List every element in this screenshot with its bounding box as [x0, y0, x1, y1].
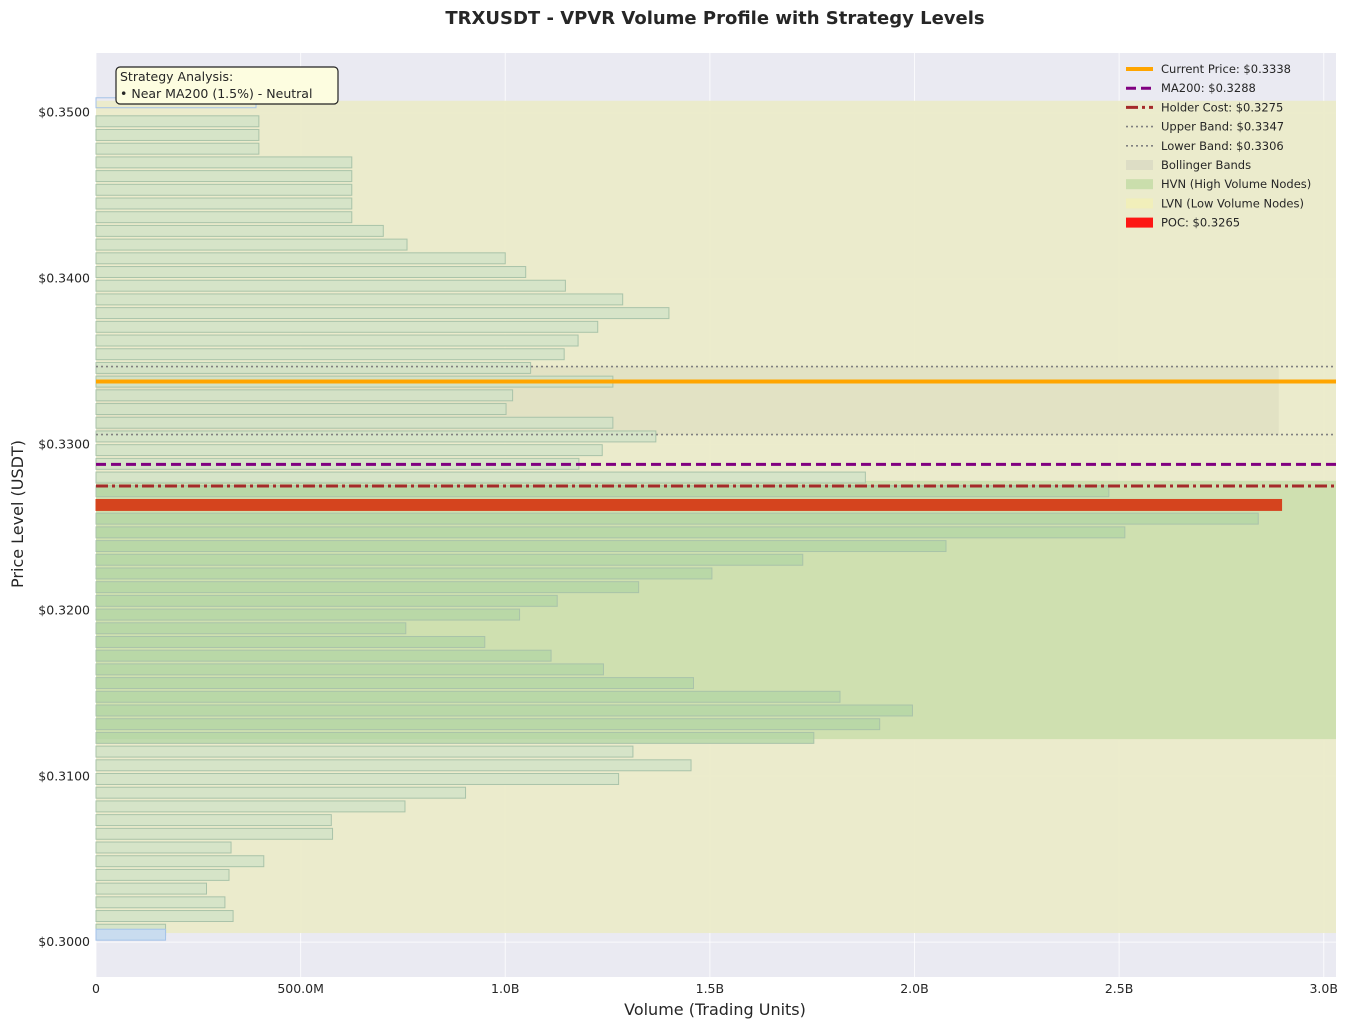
volume-bar: [95, 416, 614, 429]
volume-bar: [95, 581, 640, 594]
legend-swatch: [1126, 160, 1153, 170]
legend-label: MA200: $0.3288: [1161, 81, 1256, 95]
volume-bar: [95, 156, 353, 169]
volume-bar: [95, 567, 713, 580]
y-tick-label: $0.3500: [38, 105, 90, 120]
volume-bar: [95, 759, 692, 772]
volume-bar: [95, 910, 234, 922]
legend-label: Holder Cost: $0.3275: [1161, 100, 1283, 114]
legend-swatch: [1126, 198, 1153, 209]
volume-bar: [95, 827, 334, 840]
volume-bar: [95, 170, 353, 183]
volume-bar: [95, 183, 353, 196]
volume-bar: [95, 731, 815, 744]
poc-bar: [95, 498, 1283, 511]
legend: Current Price: $0.3338 MA200: $0.3288 Hold…: [1126, 62, 1311, 230]
volume-bar: [95, 928, 167, 941]
volume-bar: [95, 882, 207, 895]
volume-bar: [95, 307, 670, 320]
volume-bar: [95, 389, 514, 402]
volume-bar: [95, 430, 657, 443]
volume-bar: [95, 773, 620, 785]
chart-title: TRXUSDT - VPVR Volume Profile with Strat…: [445, 8, 984, 29]
volume-bar: [95, 677, 694, 690]
volume-bar: [95, 663, 604, 676]
volume-bar: [95, 238, 408, 251]
legend-swatch: [1126, 179, 1153, 190]
volume-bar: [95, 718, 881, 731]
annotation-line: • Near MA200 (1.5%) - Neutral: [120, 86, 312, 101]
legend-label: LVN (Low Volume Nodes): [1161, 196, 1304, 210]
strategy-annotation: Strategy Analysis: • Near MA200 (1.5%) - …: [115, 66, 339, 105]
volume-bar: [95, 512, 1259, 525]
volume-bar: [95, 704, 913, 717]
legend-label: Upper Band: $0.3347: [1161, 120, 1284, 134]
volume-bar: [95, 224, 384, 237]
volume-bar: [95, 814, 332, 827]
volume-bar: [95, 266, 527, 278]
x-tick-label: 1.0B: [491, 981, 519, 996]
y-tick-label: $0.3400: [38, 271, 90, 286]
x-tick-label: 2.5B: [1105, 981, 1133, 996]
volume-bar: [95, 444, 603, 457]
volume-bar: [95, 896, 226, 909]
volume-bar: [95, 800, 406, 813]
volume-bar: [95, 403, 507, 416]
y-tick-label: $0.3300: [38, 436, 90, 451]
axes: 0 500.0M 1.0B 1.5B 2.0B 2.5B 3.0B $0.3000 $0.310…: [38, 105, 1338, 996]
legend-label: Lower Band: $0.3306: [1161, 139, 1284, 153]
annotation-box: [115, 66, 339, 105]
volume-bar: [95, 649, 552, 662]
legend-label: Current Price: $0.3338: [1161, 62, 1291, 76]
legend-label: POC: $0.3265: [1161, 216, 1240, 230]
x-tick-label: 1.5B: [696, 981, 724, 996]
y-tick-label: $0.3000: [38, 934, 90, 949]
y-axis-label: Price Level (USDT): [8, 440, 27, 588]
legend-swatch: [1126, 217, 1153, 228]
legend-label: HVN (High Volume Nodes): [1161, 177, 1311, 191]
level-lines: [96, 365, 1336, 488]
x-tick-label: 0: [92, 981, 100, 996]
volume-bar: [95, 540, 947, 553]
x-tick-label: 3.0B: [1309, 981, 1337, 996]
x-axis-label: Volume (Trading Units): [624, 1000, 806, 1019]
y-tick-label: $0.3100: [38, 768, 90, 783]
volume-bar: [95, 690, 841, 703]
volume-bar: [95, 841, 232, 854]
volume-bar: [95, 348, 565, 361]
volume-bar: [95, 115, 260, 128]
volume-bar: [95, 553, 804, 566]
y-tick-label: $0.3200: [38, 602, 90, 617]
volume-bar: [95, 471, 866, 484]
x-tick-label: 2.0B: [900, 981, 928, 996]
volume-bar: [95, 855, 265, 868]
volume-bar: [95, 745, 634, 758]
volume-bar: [95, 197, 353, 210]
volume-bar: [95, 320, 599, 333]
volume-bar: [95, 868, 230, 881]
volume-bar: [95, 786, 467, 799]
volume-bar: [95, 361, 532, 374]
x-tick-label: 500.0M: [277, 981, 324, 996]
annotation-line: Strategy Analysis:: [120, 69, 233, 84]
volume-bar: [95, 622, 407, 635]
volume-bar: [95, 279, 566, 292]
volume-bar: [95, 608, 521, 621]
volume-bar: [95, 594, 558, 607]
volume-bar: [95, 211, 353, 224]
volume-bar: [95, 334, 579, 347]
volume-bar: [95, 635, 486, 648]
legend-label: Bollinger Bands: [1161, 158, 1251, 172]
volume-bar: [95, 142, 260, 155]
volume-bar: [95, 129, 260, 141]
volume-bar: [95, 526, 1126, 539]
volume-bar: [95, 252, 506, 265]
volume-bar: [95, 293, 624, 306]
